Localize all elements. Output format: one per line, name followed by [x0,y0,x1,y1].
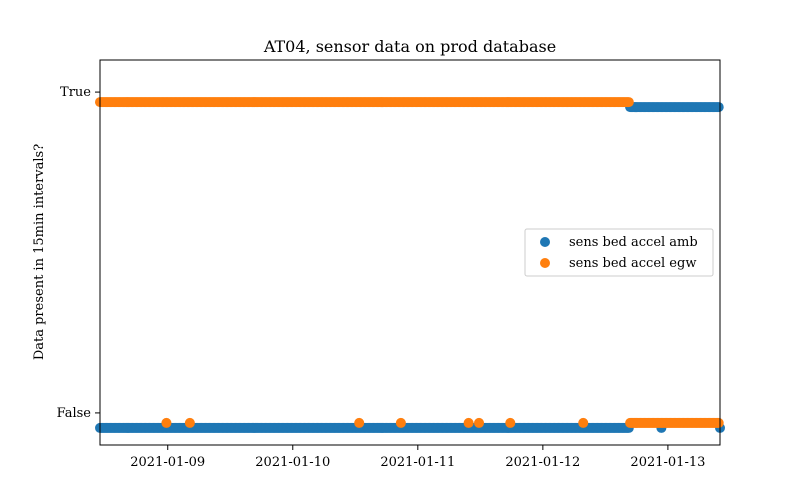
x-tick-label: 2021-01-13 [630,455,705,470]
x-tick-label: 2021-01-11 [380,455,455,470]
point-egw [578,417,589,428]
point-egw [463,417,474,428]
legend: sens bed accel amb sens bed accel egw [524,228,714,277]
y-axis-label: Data present in 15min intervals? [32,144,47,360]
point-egw [474,417,485,428]
point-egw [623,97,634,108]
point-egw [713,417,724,428]
legend-label-amb: sens bed accel amb [569,235,698,250]
x-tick-label: 2021-01-12 [505,455,580,470]
y-tick-label: True [60,85,91,100]
legend-label-egw: sens bed accel egw [569,256,696,271]
plot-frame [99,59,721,446]
legend-marker-egw [540,258,550,268]
chart-title: AT04, sensor data on prod database [263,37,556,56]
y-tick-label: False [57,406,92,421]
point-egw [184,417,195,428]
legend-marker-amb [540,237,550,247]
plot-marks [95,97,725,433]
legend-box [524,228,714,277]
point-egw [505,417,516,428]
point-amb [713,102,724,113]
point-egw [161,417,172,428]
series-amb [95,102,725,433]
x-tick-label: 2021-01-10 [255,455,330,470]
point-egw [395,417,406,428]
x-tick-label: 2021-01-09 [130,455,205,470]
series-egw [95,97,724,428]
axis-ticks: 2021-01-09 2021-01-10 2021-01-11 2021-01-12… [57,85,706,470]
point-egw [354,417,365,428]
